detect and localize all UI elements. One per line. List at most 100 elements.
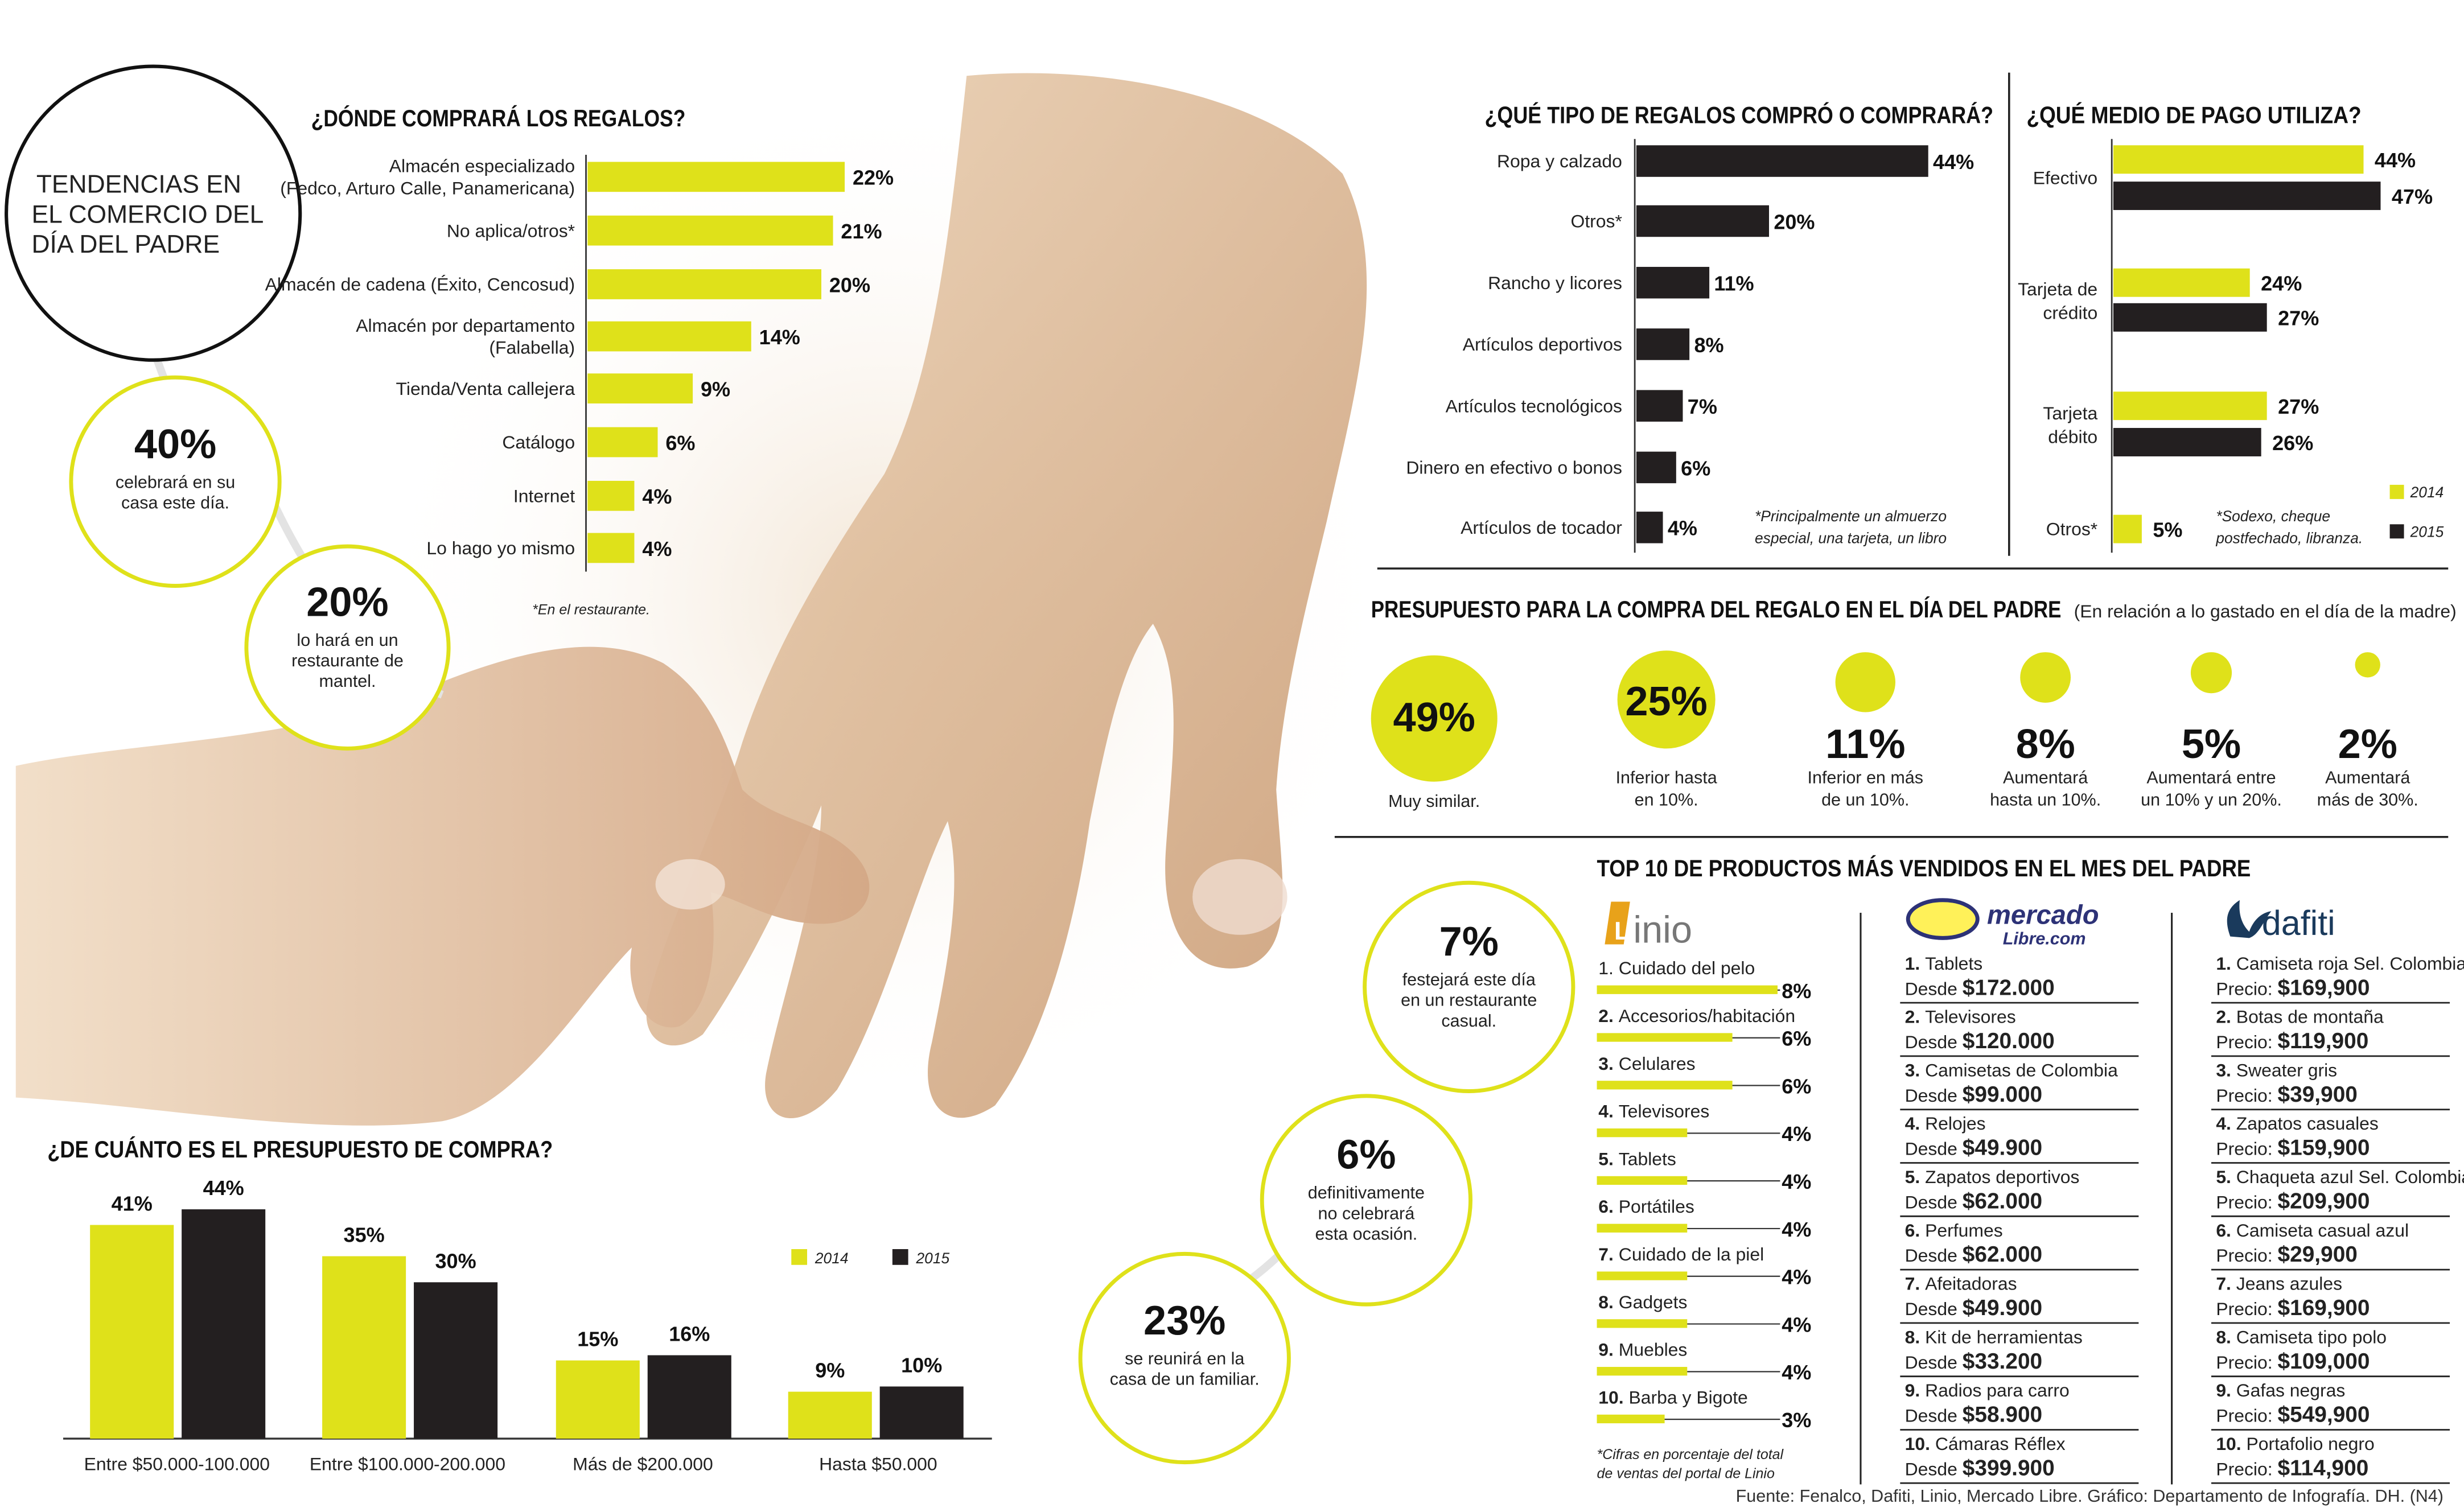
bar-value-label: 47% — [2392, 185, 2433, 208]
bubble-value: 20% — [306, 579, 388, 625]
budget-category: Inferior en más de un 10%. — [1808, 768, 1924, 809]
bar-2014 — [2113, 145, 2364, 174]
product-name: 8. Kit de herramientas — [1905, 1326, 2083, 1347]
celebration-bubbles: 40% celebrará en su casa este día. 20% lo ha… — [69, 375, 1576, 1465]
product-name: 3. Sweater gris — [2216, 1060, 2337, 1080]
main-title-circle: TENDENCIAS EN EL COMERCIO DEL DÍA DEL PADR… — [5, 64, 302, 362]
bar-2015 — [2113, 428, 2261, 456]
bar-2015 — [879, 1386, 964, 1439]
product-name: 9. Radios para carro — [1905, 1380, 2070, 1400]
bubble-text: festejará este día en un restaurante casua… — [1401, 970, 1537, 1031]
product-price-line: Desde $33.200 — [1905, 1349, 2043, 1374]
bar — [587, 533, 635, 563]
product-price-line: Precio: $39,900 — [2216, 1082, 2358, 1107]
category-label: Rancho y licores — [1488, 273, 1622, 293]
linio-value-label: 4% — [1782, 1122, 1811, 1146]
bar-2014 — [2113, 392, 2267, 421]
chart-presupuesto-regalo: PRESUPUESTO PARA LA COMPRA DEL REGALO EN… — [1371, 596, 2457, 811]
chart-pago: ¿QUÉ MEDIO DE PAGO UTILIZA? 44% 47% Efectiv… — [2018, 101, 2444, 553]
bar-2015 — [647, 1355, 731, 1439]
bubble-value: 6% — [1336, 1132, 1396, 1178]
category-label: Internet — [513, 485, 575, 506]
legend-swatch-2014 — [791, 1249, 808, 1265]
linio-value-label: 4% — [1782, 1218, 1811, 1241]
product-name: 5. Chaqueta azul Sel. Colombia — [2216, 1167, 2464, 1187]
product-price-line: Precio: $169,900 — [2216, 975, 2370, 1000]
linio-bar — [1597, 1271, 1688, 1280]
product-name: 1. Camiseta roja Sel. Colombia — [2216, 953, 2464, 974]
bar-2014 — [90, 1225, 174, 1439]
chart-title: ¿DÓNDE COMPRARÁ LOS REGALOS? — [311, 104, 686, 131]
budget-value: 49% — [1393, 695, 1475, 740]
bar-value-label: 8% — [1694, 333, 1723, 357]
linio-item-label: 8. Gadgets — [1598, 1292, 1687, 1312]
bubble-circle — [69, 375, 282, 588]
stat-bubble: 40% celebrará en su casa este día. — [69, 375, 282, 588]
budget-value: 8% — [2015, 722, 2075, 767]
linio-item-label: 7. Cuidado de la piel — [1598, 1244, 1764, 1264]
linio-list: 1. Cuidado del pelo 8% 2. Accesorios/habit… — [1597, 958, 1811, 1432]
product-price-line: Precio: $549,900 — [2216, 1403, 2370, 1427]
bubble-circle — [1078, 1251, 1291, 1465]
bar-value-label: 27% — [2278, 307, 2319, 330]
top10-section: TOP 10 DE PRODUCTOS MÁS VENDIDOS EN EL M… — [1597, 855, 2464, 1484]
bar-value-label: 16% — [669, 1323, 710, 1346]
linio-item-label: 6. Portátiles — [1598, 1196, 1694, 1217]
bar-value-label: 10% — [901, 1353, 942, 1377]
bar — [587, 427, 658, 458]
linio-bar — [1597, 1223, 1688, 1233]
bar — [587, 480, 635, 511]
bar-value-label: 41% — [112, 1192, 153, 1216]
bubble-value: 23% — [1143, 1298, 1225, 1344]
legend-label: 2015 — [2410, 524, 2444, 541]
product-price-line: Precio: $159,900 — [2216, 1136, 2370, 1160]
linio-value-label: 8% — [1782, 979, 1811, 1003]
bar-value-label: 20% — [1774, 210, 1815, 233]
linio-value-label: 4% — [1782, 1361, 1811, 1384]
linio-value-label: 6% — [1782, 1074, 1811, 1098]
product-name: 2. Televisores — [1905, 1007, 2016, 1027]
bar-value-label: 21% — [841, 220, 882, 243]
budget-category: Aumentará más de 30%. — [2317, 768, 2418, 809]
bar-value-label: 44% — [1933, 150, 1974, 174]
linio-item-label: 3. Celulares — [1598, 1053, 1695, 1074]
chart-title: ¿QUÉ MEDIO DE PAGO UTILIZA? — [2026, 101, 2361, 128]
linio-bar — [1597, 1081, 1733, 1090]
product-name: 2. Botas de montaña — [2216, 1007, 2384, 1027]
category-label: Ropa y calzado — [1497, 151, 1622, 171]
product-name: 10. Cámaras Réflex — [1905, 1433, 2066, 1454]
bubble-value: 40% — [134, 422, 216, 467]
bar-value-label: 20% — [829, 273, 870, 296]
category-label: Almacén por departamento (Falabella) — [356, 315, 575, 358]
source-credit: Fuente: Fenalco, Dafiti, Linio, Mercado … — [1736, 1486, 2444, 1506]
category-label: Dinero en efectivo o bonos — [1406, 458, 1622, 478]
product-name: 7. Jeans azules — [2216, 1274, 2342, 1294]
product-name: 8. Camiseta tipo polo — [2216, 1326, 2387, 1347]
bar-value-label: 14% — [759, 326, 800, 349]
budget-category: Inferior hasta en 10%. — [1616, 768, 1717, 809]
bar — [587, 215, 833, 246]
linio-bar — [1597, 985, 1778, 994]
category-label: Otros* — [1571, 211, 1622, 232]
bubble-text: lo hará en un restaurante de mantel. — [291, 631, 404, 691]
dafiti-logo-text: dafiti — [2262, 904, 2335, 942]
bar-value-label: 24% — [2261, 272, 2302, 295]
product-price-line: Desde $62.000 — [1905, 1189, 2043, 1213]
budget-bubble — [1617, 650, 1716, 749]
stat-bubble: 6% definitivamente no celebrará esta ocasió… — [1260, 1094, 1472, 1307]
bubble-circle — [1260, 1094, 1472, 1307]
bar-value-label: 6% — [1681, 456, 1710, 480]
category-label: Lo hago yo mismo — [426, 538, 575, 558]
bar-2015 — [414, 1282, 498, 1439]
bar — [587, 162, 845, 192]
chart-donde: ¿DÓNDE COMPRARÁ LOS REGALOS? 22% Almacén e… — [265, 104, 894, 617]
linio-value-label: 6% — [1782, 1027, 1811, 1050]
bar — [587, 321, 751, 352]
bar-value-label: 22% — [853, 166, 894, 189]
chart-note: *En el restaurante. — [532, 601, 650, 617]
linio-note: *Cifras en porcentaje del total de ventas… — [1597, 1447, 1784, 1481]
child-nail-detail — [655, 859, 725, 910]
